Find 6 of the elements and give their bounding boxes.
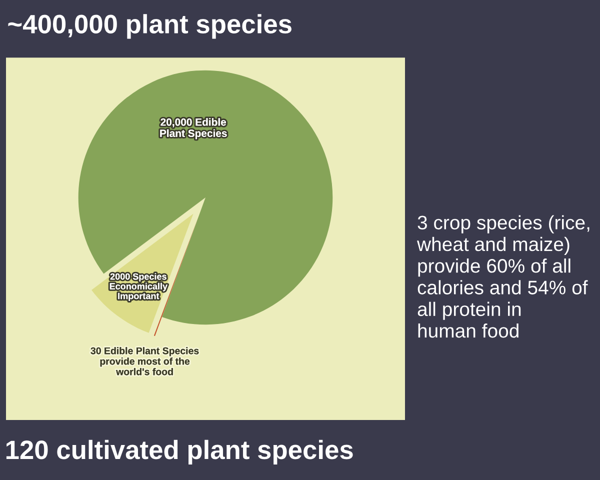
chart-title: ~400,000 plant species [8,14,292,39]
slice-label: 2000 Species Economically Important [110,273,168,301]
slice-label: 20,000 Edible Plant Species [160,118,227,140]
slice-label: 30 Edible Plant Species provide most of the world's food [90,347,199,376]
text: 3 crop species (rice, wheat and maize) provide 60% of all calories and 54% of all protein in human food [416,215,590,338]
text: 120 cultivated plant species [6,440,353,464]
